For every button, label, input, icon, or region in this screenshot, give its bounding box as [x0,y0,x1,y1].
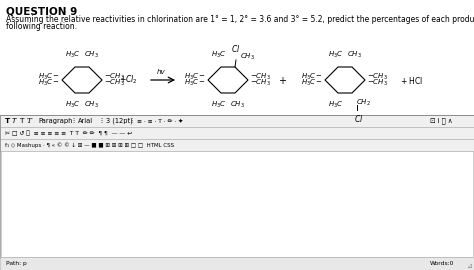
Text: 3 (12pt): 3 (12pt) [106,118,133,124]
Text: Paragraph: Paragraph [38,118,73,124]
Text: $H_3C$: $H_3C$ [328,50,344,60]
Text: $CH_3$: $CH_3$ [346,50,362,60]
Text: $Cl$: $Cl$ [354,113,364,124]
Text: $H_3C-$: $H_3C-$ [301,72,323,82]
Text: $-CH_3$: $-CH_3$ [367,72,388,82]
Text: $H_3C$: $H_3C$ [211,50,227,60]
Text: $H_3C-$: $H_3C-$ [184,78,206,88]
Text: $CH_2$: $CH_2$ [356,98,371,108]
Text: ⊿: ⊿ [466,263,472,269]
Text: $H_3C$: $H_3C$ [65,50,81,60]
Text: following reaction.: following reaction. [6,22,77,31]
Text: T: T [19,118,24,124]
Text: ✂ □ ↺ 🔍  ≡ ≡ ≡ ≡ ≡  T T  ✏ ✏  ¶ ¶  — — ↩: ✂ □ ↺ 🔍 ≡ ≡ ≡ ≡ ≡ T T ✏ ✏ ¶ ¶ — — ↩ [5,130,132,136]
Text: $H_3C-$: $H_3C-$ [38,72,60,82]
Bar [0,115,474,127]
Text: f₁ ◇ Mashups · ¶ « © © ↓ ⊞ — ■ ■ ⊞ ⊞ ⊞ ⊞ □ □  HTML CSS: f₁ ◇ Mashups · ¶ « © © ↓ ⊞ — ■ ■ ⊞ ⊞ ⊞ ⊞… [5,142,174,148]
Bar [0,139,474,151]
Text: $-CH_3$: $-CH_3$ [104,72,125,82]
Text: $+$ HCl: $+$ HCl [400,75,423,86]
Bar [1,151,473,257]
Text: $CH_3$: $CH_3$ [83,100,99,110]
Text: ⊡ i ⤢ ∧: ⊡ i ⤢ ∧ [430,118,453,124]
Text: ⁝: ⁝ [100,118,102,124]
Text: $H_3C$: $H_3C$ [65,100,81,110]
Text: T: T [27,117,32,125]
Text: Arial: Arial [78,118,93,124]
Text: ≡ · ≡ · T · ✏ · ✦: ≡ · ≡ · T · ✏ · ✦ [137,119,183,123]
Text: ⁝: ⁝ [72,118,74,124]
Text: ⁝: ⁝ [130,118,132,124]
Text: $CH_3$: $CH_3$ [83,50,99,60]
Text: $H_3C-$: $H_3C-$ [301,78,323,88]
Text: Assuming the relative reactivities in chlorination are 1° = 1, 2° = 3.6 and 3° =: Assuming the relative reactivities in ch… [6,15,474,24]
Text: $-CH_3$: $-CH_3$ [367,78,388,88]
Text: Path: p: Path: p [6,261,27,266]
Text: $H_3C$: $H_3C$ [211,100,227,110]
Text: $CH_3$: $CH_3$ [240,52,255,62]
Text: $Cl$: $Cl$ [231,43,241,54]
Text: QUESTION 9: QUESTION 9 [6,7,77,17]
Text: $-CH_3$: $-CH_3$ [250,72,271,82]
Text: $-CH_3$: $-CH_3$ [250,78,271,88]
Text: $+$: $+$ [279,75,288,86]
Text: $H_3C-$: $H_3C-$ [38,78,60,88]
Text: hv: hv [157,69,165,75]
Text: T: T [12,118,17,124]
Bar [0,115,474,258]
Bar [0,257,474,270]
Text: $H_3C$: $H_3C$ [328,100,344,110]
Text: $+ Cl_2$: $+ Cl_2$ [119,74,138,86]
Text: Words:0: Words:0 [430,261,455,266]
Text: $CH_3$: $CH_3$ [229,100,245,110]
Text: $-CH_3$: $-CH_3$ [104,78,125,88]
Text: $H_3C-$: $H_3C-$ [184,72,206,82]
Bar [0,127,474,139]
Text: T: T [5,118,10,124]
